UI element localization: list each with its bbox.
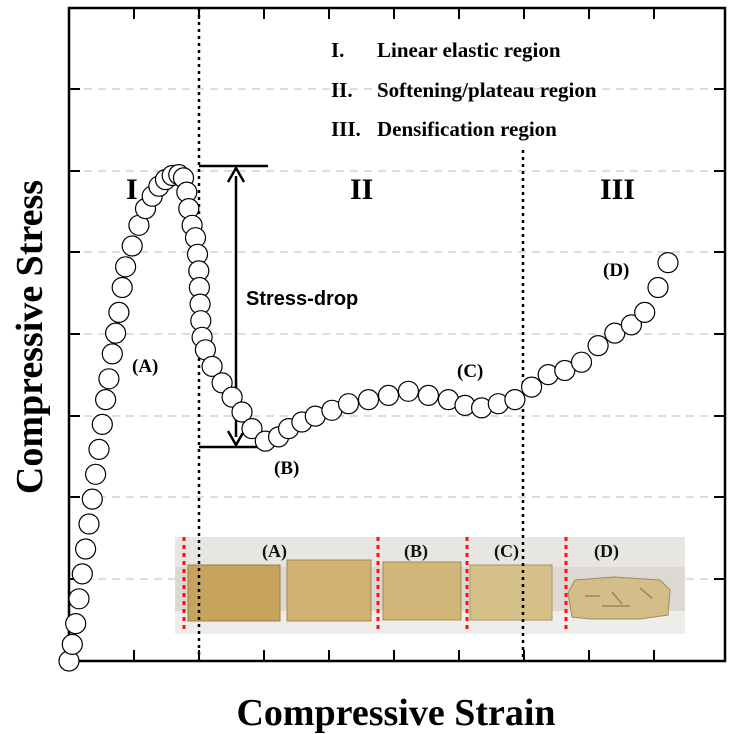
data-point (221, 386, 243, 408)
data-point (78, 513, 100, 535)
data-point (61, 633, 83, 656)
data-point (554, 359, 576, 382)
region-label-i: I (126, 173, 138, 206)
data-point (94, 389, 117, 411)
data-point (68, 588, 90, 610)
data-point (114, 256, 137, 278)
data-series (58, 164, 679, 672)
data-point (104, 322, 127, 344)
photo-label-c: (C) (494, 541, 519, 562)
sample-block-d-creases (585, 587, 653, 607)
sample-block-b (382, 561, 462, 621)
photo-label-d: (D) (594, 541, 619, 562)
sample-block-a1 (187, 564, 281, 622)
data-point (121, 235, 143, 257)
photo-label-a: (A) (262, 541, 287, 562)
data-point (101, 343, 123, 365)
legend-text-2: Softening/plateau region (377, 78, 597, 102)
legend-numeral-3: III. (331, 117, 361, 141)
data-point (587, 335, 609, 357)
sample-block-a2 (286, 559, 372, 622)
grid-lines (70, 88, 724, 580)
data-point (647, 276, 669, 299)
legend-numeral-1: I. (331, 38, 344, 62)
sample-photo-inset: (A) (B) (C) (D) (175, 537, 685, 634)
point-label-c: (C) (457, 361, 483, 382)
region-label-ii: II (350, 173, 373, 206)
legend-text-1: Linear elastic region (377, 38, 561, 62)
y-axis-title: Compressive Stress (9, 180, 51, 494)
data-point (108, 301, 130, 323)
data-point (74, 538, 97, 560)
data-point (570, 351, 593, 373)
point-label-a: (A) (132, 356, 158, 377)
photo-label-b: (B) (404, 541, 428, 562)
point-label-b: (B) (274, 458, 299, 479)
data-point (71, 563, 93, 585)
data-point (377, 384, 400, 406)
data-point (357, 389, 380, 411)
legend-text-3: Densification region (377, 117, 557, 141)
data-point (111, 276, 133, 299)
legend-numeral-2: II. (331, 78, 353, 102)
region-label-iii: III (600, 173, 635, 206)
data-point (231, 401, 253, 423)
data-point (91, 413, 113, 435)
stress-drop-label: Stress-drop (246, 288, 358, 310)
data-point (98, 368, 120, 390)
sample-block-c (469, 564, 553, 621)
data-point (337, 393, 360, 415)
data-point (620, 314, 643, 336)
data-point (88, 438, 110, 460)
data-point (417, 384, 439, 406)
data-point (81, 488, 103, 510)
data-point (397, 380, 419, 402)
stress-drop-arrowhead-up (226, 165, 246, 183)
stress-drop-arrowhead-down (226, 430, 246, 448)
point-label-d: (D) (603, 260, 629, 281)
data-point (657, 252, 679, 274)
data-point (504, 389, 526, 411)
legend: I. Linear elastic region II. Softening/p… (331, 38, 597, 141)
data-point (65, 612, 87, 635)
data-point (241, 418, 263, 440)
data-point (201, 355, 223, 377)
x-axis-title: Compressive Strain (236, 692, 555, 734)
data-point (84, 463, 107, 485)
data-point (634, 301, 656, 323)
axis-ticks (69, 8, 725, 661)
sample-block-d (567, 576, 671, 620)
data-point (520, 376, 543, 398)
